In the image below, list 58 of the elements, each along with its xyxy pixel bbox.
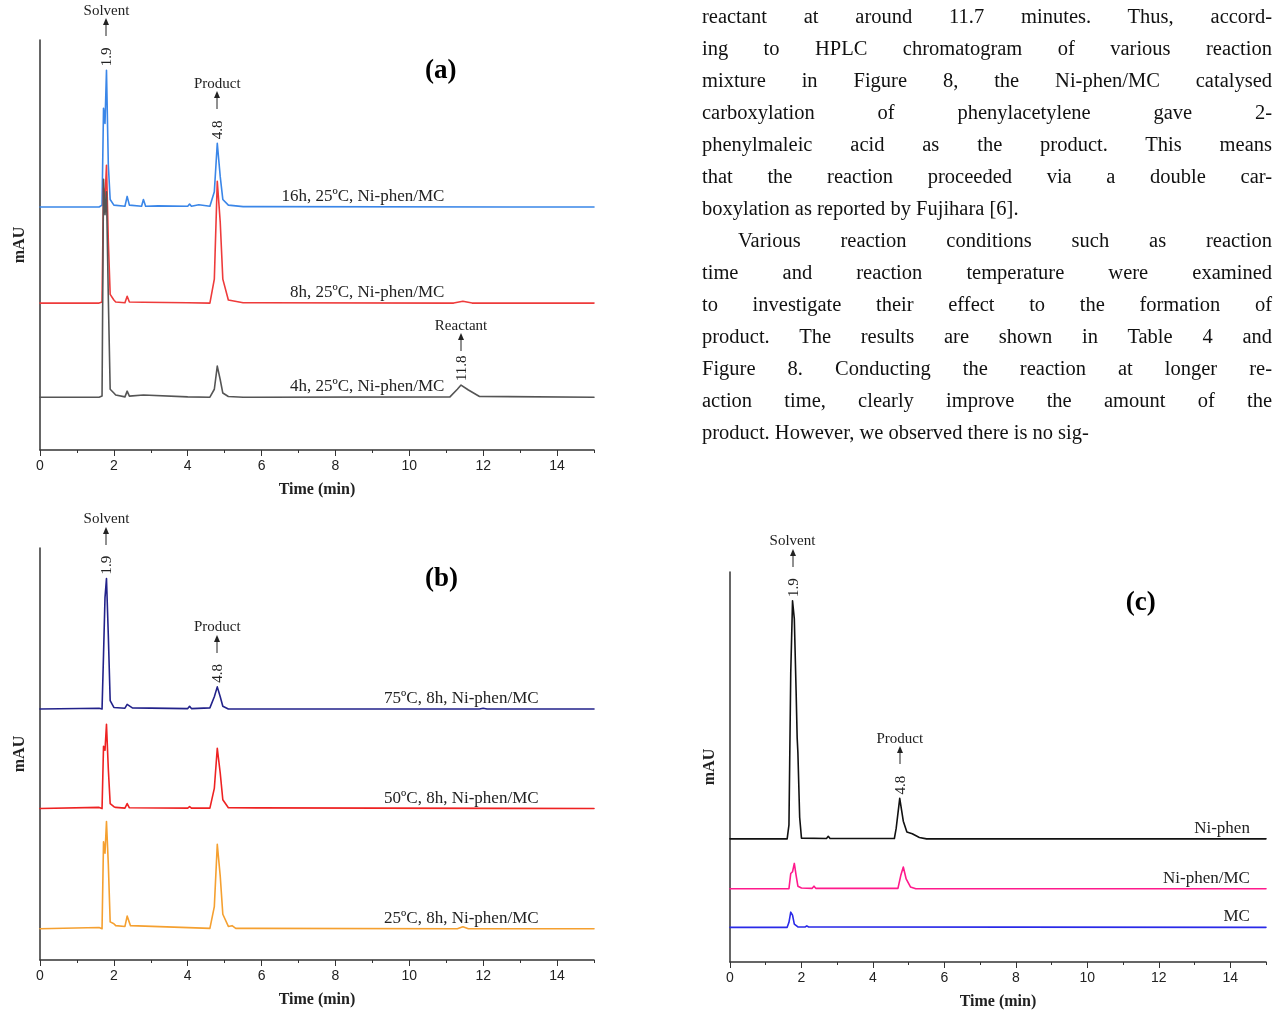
annotation: Product <box>193 74 242 91</box>
x-tick-label: 12 <box>1151 969 1167 985</box>
series-label: 8h, 25ºC, Ni-phen/MC <box>289 282 445 302</box>
annotation: 4.8 <box>209 120 226 140</box>
annotation: Product <box>876 729 924 746</box>
series-label: Ni-phen <box>1194 817 1251 837</box>
x-tick-label: 0 <box>36 967 45 983</box>
x-tick-label: 0 <box>726 969 735 985</box>
x-axis-title: Time (min) <box>278 479 356 498</box>
x-tick-label: 8 <box>1011 969 1020 985</box>
x-axis-title: Time (min) <box>959 991 1037 1010</box>
series-label: 75ºC, 8h, Ni-phen/MC <box>384 687 539 707</box>
x-tick-label: 14 <box>1222 969 1239 985</box>
annotation: Reactant <box>434 316 489 333</box>
text: Solvent <box>83 1 131 18</box>
y-axis-title: mAU <box>9 226 27 264</box>
x-tick-label: 2 <box>797 969 806 985</box>
x-tick-label: 14 <box>549 967 566 983</box>
chart-title: (c) <box>1125 585 1156 616</box>
x-tick-label: 2 <box>109 967 118 983</box>
x-tick-label: 8 <box>331 967 340 983</box>
x-tick-label: 4 <box>869 969 878 985</box>
annotation: 1.9 <box>98 555 115 575</box>
y-axis-title: mAU <box>699 748 717 786</box>
chart-title: (b) <box>425 561 458 592</box>
x-tick-label: 4 <box>183 967 192 983</box>
x-axis-title: Time (min) <box>278 989 356 1008</box>
chart-title: (a) <box>425 53 457 84</box>
x-tick-label: 14 <box>549 457 566 473</box>
x-tick-label: 6 <box>257 967 266 983</box>
x-tick-label: 12 <box>475 967 492 983</box>
annotation: 11.8 <box>453 355 470 382</box>
x-tick-label: 2 <box>109 457 118 473</box>
y-axis-title: mAU <box>9 735 27 773</box>
text: Solvent <box>83 510 131 527</box>
x-tick-label: 10 <box>1079 969 1096 985</box>
x-tick-label: 8 <box>331 457 340 473</box>
text: Solvent <box>769 532 817 549</box>
x-tick-label: 12 <box>475 457 492 473</box>
annotation: Product <box>193 618 242 635</box>
x-tick-label: 4 <box>183 457 192 473</box>
series-label: 25ºC, 8h, Ni-phen/MC <box>384 907 539 927</box>
annotation: 4.8 <box>891 775 908 795</box>
annotation: 4.8 <box>209 664 226 683</box>
series-label: 50ºC, 8h, Ni-phen/MC <box>384 787 539 807</box>
x-tick-label: 0 <box>36 457 45 473</box>
x-tick-label: 6 <box>940 969 949 985</box>
series-label: 16h, 25ºC, Ni-phen/MC <box>281 186 445 206</box>
x-tick-label: 10 <box>401 967 418 983</box>
text: reactant at around 11.7 minutes. Thus, accord- ing to HPLC chromatogram of various reaction mixture in Figure 8, the Ni-phen/MC catalysed carboxylation of phenylacetylene gave 2- phenylmaleic acid as the product. This means that the reaction proceeded via a double car- boxylation as reported by Fujihara [6]. <box>702 4 1272 222</box>
x-tick-label: 6 <box>257 457 266 473</box>
x-tick-label: 10 <box>401 457 418 473</box>
series-label: MC <box>1223 906 1250 926</box>
series-label: Ni-phen/MC <box>1163 867 1250 887</box>
series-label: 4h, 25ºC, Ni-phen/MC <box>289 376 445 396</box>
annotation: 1.9 <box>784 578 801 597</box>
annotation: 1.9 <box>98 47 115 67</box>
text: Various reaction conditions such as reaction time and reaction temperature were examined to investigate their effect to the formation of product. The results are shown in Table 4 and Figure 8. Conducting the reaction at longer re- action time, clearly improve the amount of the product. However, we observed there is no sig- <box>702 228 1272 446</box>
